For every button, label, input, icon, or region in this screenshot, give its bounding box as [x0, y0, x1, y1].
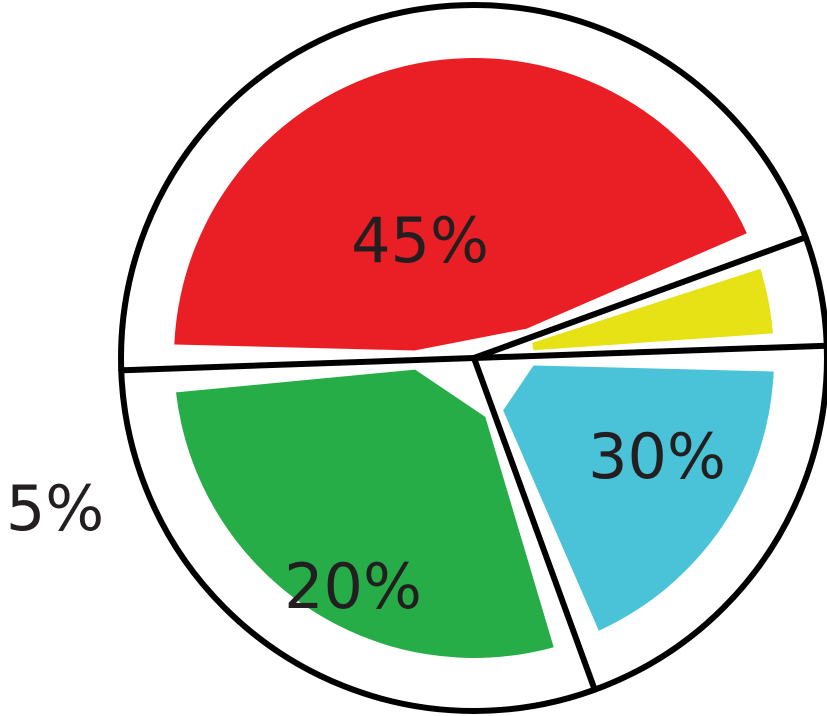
slice-divider [118, 355, 477, 374]
slice-divider [471, 342, 827, 361]
slice-fills [174, 58, 774, 658]
slice-label-45: 45% [351, 204, 489, 277]
slice-fill-45 [174, 58, 747, 351]
slice-label-5: 5% [6, 472, 104, 545]
pie-outline [118, 2, 827, 714]
slice-dividers [118, 234, 827, 693]
slice-label-20: 20% [284, 550, 422, 623]
slice-fill-5 [532, 268, 773, 351]
slice-fill-30 [176, 369, 554, 658]
slice-divider [471, 355, 598, 693]
slice-label-30: 30% [588, 420, 726, 493]
slice-fill-20 [503, 365, 774, 631]
slice-divider [471, 234, 809, 361]
